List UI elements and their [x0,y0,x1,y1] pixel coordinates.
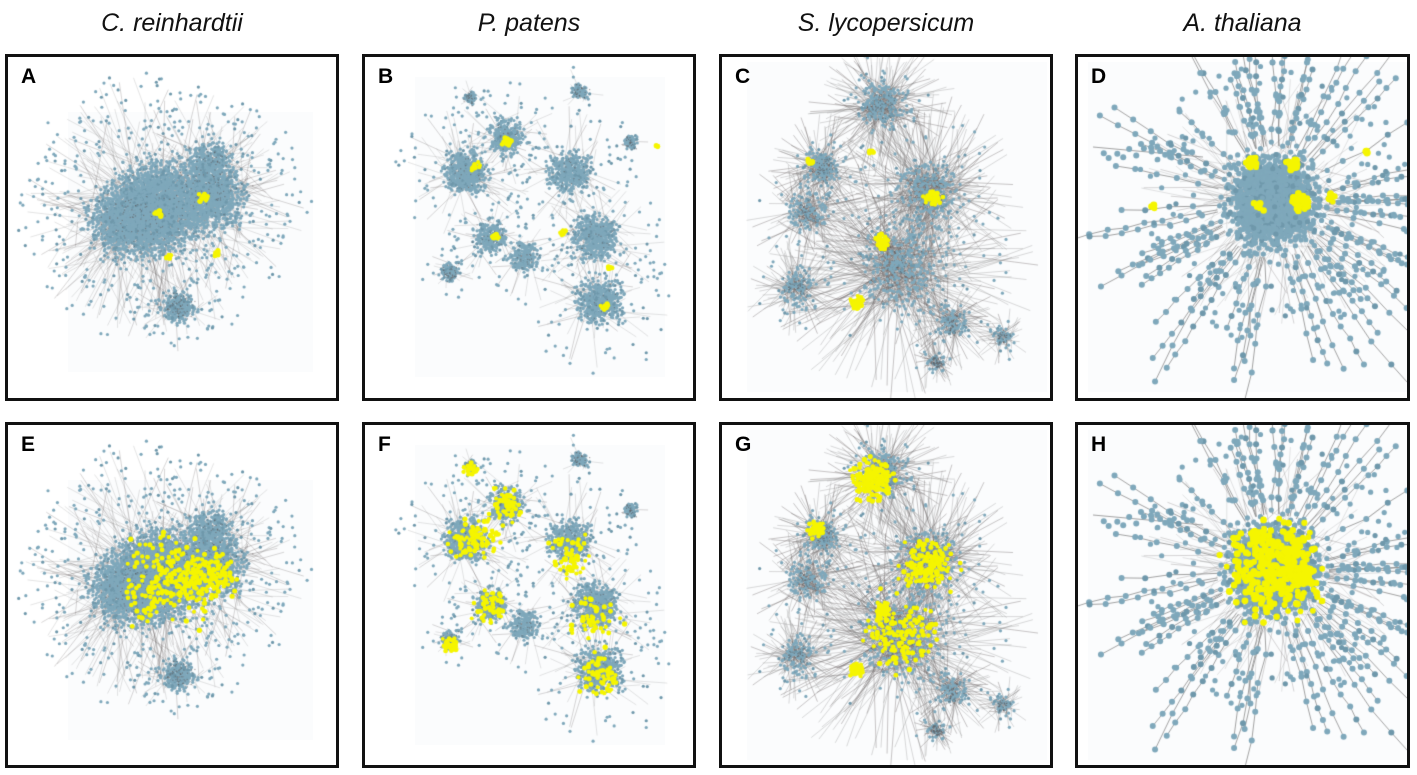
panel-label: D [1091,65,1107,88]
network-graph [8,57,336,398]
column-header-c-reinhardtii: C. reinhardtii [101,9,243,37]
panel-label: C [735,65,751,88]
column-header-p-patens: P. patens [477,9,581,37]
panel-label: A [21,65,37,88]
panel-label: F [378,433,391,456]
panel-b-network: B [362,54,696,401]
network-graph [1078,57,1407,398]
panel-label: E [21,433,36,456]
panel-c-network: C [719,54,1053,401]
column-header-a-thaliana: A. thaliana [1183,9,1302,37]
panel-label: H [1091,433,1107,456]
network-graph [365,425,693,765]
panel-f-network: F [362,422,696,768]
network-graph [365,57,693,398]
panel-e-network: E [5,422,339,768]
panel-a-network: A [5,54,339,401]
network-graph [722,57,1050,398]
network-graph [8,425,336,765]
network-graph [722,425,1050,765]
panel-label: B [378,65,394,88]
network-graph [1078,425,1407,765]
panel-d-network: D [1075,54,1410,401]
panel-h-network: H [1075,422,1410,768]
panel-label: G [735,433,752,456]
panel-g-network: G [719,422,1053,768]
column-header-s-lycopersicum: S. lycopersicum [797,9,975,37]
